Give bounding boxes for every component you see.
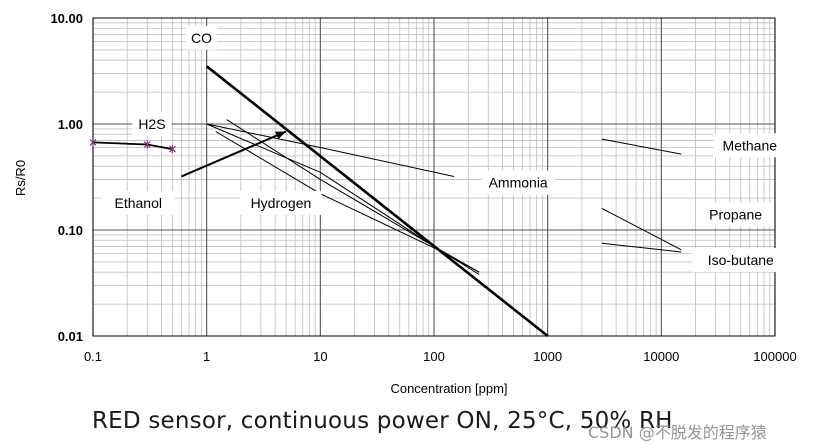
series-line-propane [601,207,682,251]
x-tick-label: 10000 [643,349,679,364]
label-bg [481,170,555,195]
x-tick-label: 100000 [753,349,796,364]
label-bg [691,248,790,273]
x-tick-label: 10 [313,349,327,364]
y-tick-label: 0.01 [58,329,83,344]
watermark: CSDN @不脱发的程序猿 [588,423,767,442]
x-tick-label: 100 [423,349,445,364]
y-tick-labels: 0.01 0.10 1.00 10.00 [50,11,83,344]
series-label-ethanol: Ethanol [114,195,161,211]
label-bg [240,190,322,215]
h2s-marker [89,138,97,147]
series-line-ammonia [206,123,455,177]
series-layer [89,65,682,338]
x-axis-label: Concentration [ppm] [390,381,507,396]
label-bg [699,202,772,227]
series-label-hydrogen: Hydrogen [251,195,312,211]
series-line-methane [601,138,682,155]
h2s-marker [143,140,151,149]
plot-frame [92,17,776,337]
x-tick-label: 1 [203,349,210,364]
series-label-ammonia: Ammonia [489,175,548,191]
label-bg [713,133,787,158]
chart-caption: RED sensor, continuous power ON, 25°C, 5… [92,408,673,434]
label-bg [132,112,172,136]
y-axis-label: Rs/R0 [13,160,28,196]
gas-sensitivity-chart: CO H2S Ethanol Hydrogen Ammonia Methane Propan… [13,11,797,396]
annotation-arrow-head [275,131,287,140]
label-bg [186,25,217,50]
series-label-methane: Methane [723,137,778,153]
annotation-arrow-shaft [181,130,287,178]
x-tick-labels: 0.1 1 10 100 1000 10000 100000 [84,349,797,364]
series-line-h2s [92,141,173,150]
label-bg [101,190,175,215]
series-label-co: CO [191,30,212,46]
x-tick-label: 0.1 [84,349,102,364]
y-tick-label: 0.10 [58,223,83,238]
series-line-ethanol [206,123,480,273]
y-tick-label: 10.00 [50,11,83,26]
series-line-co [205,65,549,338]
series-line-iso-butane [601,242,682,253]
series-label-iso-butane: Iso-butane [708,252,774,268]
y-tick-label: 1.00 [58,117,83,132]
series-label-propane: Propane [709,207,762,223]
label-layer: CO H2S Ethanol Hydrogen Ammonia Methane Propan… [101,25,790,273]
x-tick-label: 1000 [533,349,562,364]
series-line-hydrogen-lower [215,131,480,273]
h2s-marker [169,145,176,154]
series-label-h2s: H2S [138,116,165,132]
